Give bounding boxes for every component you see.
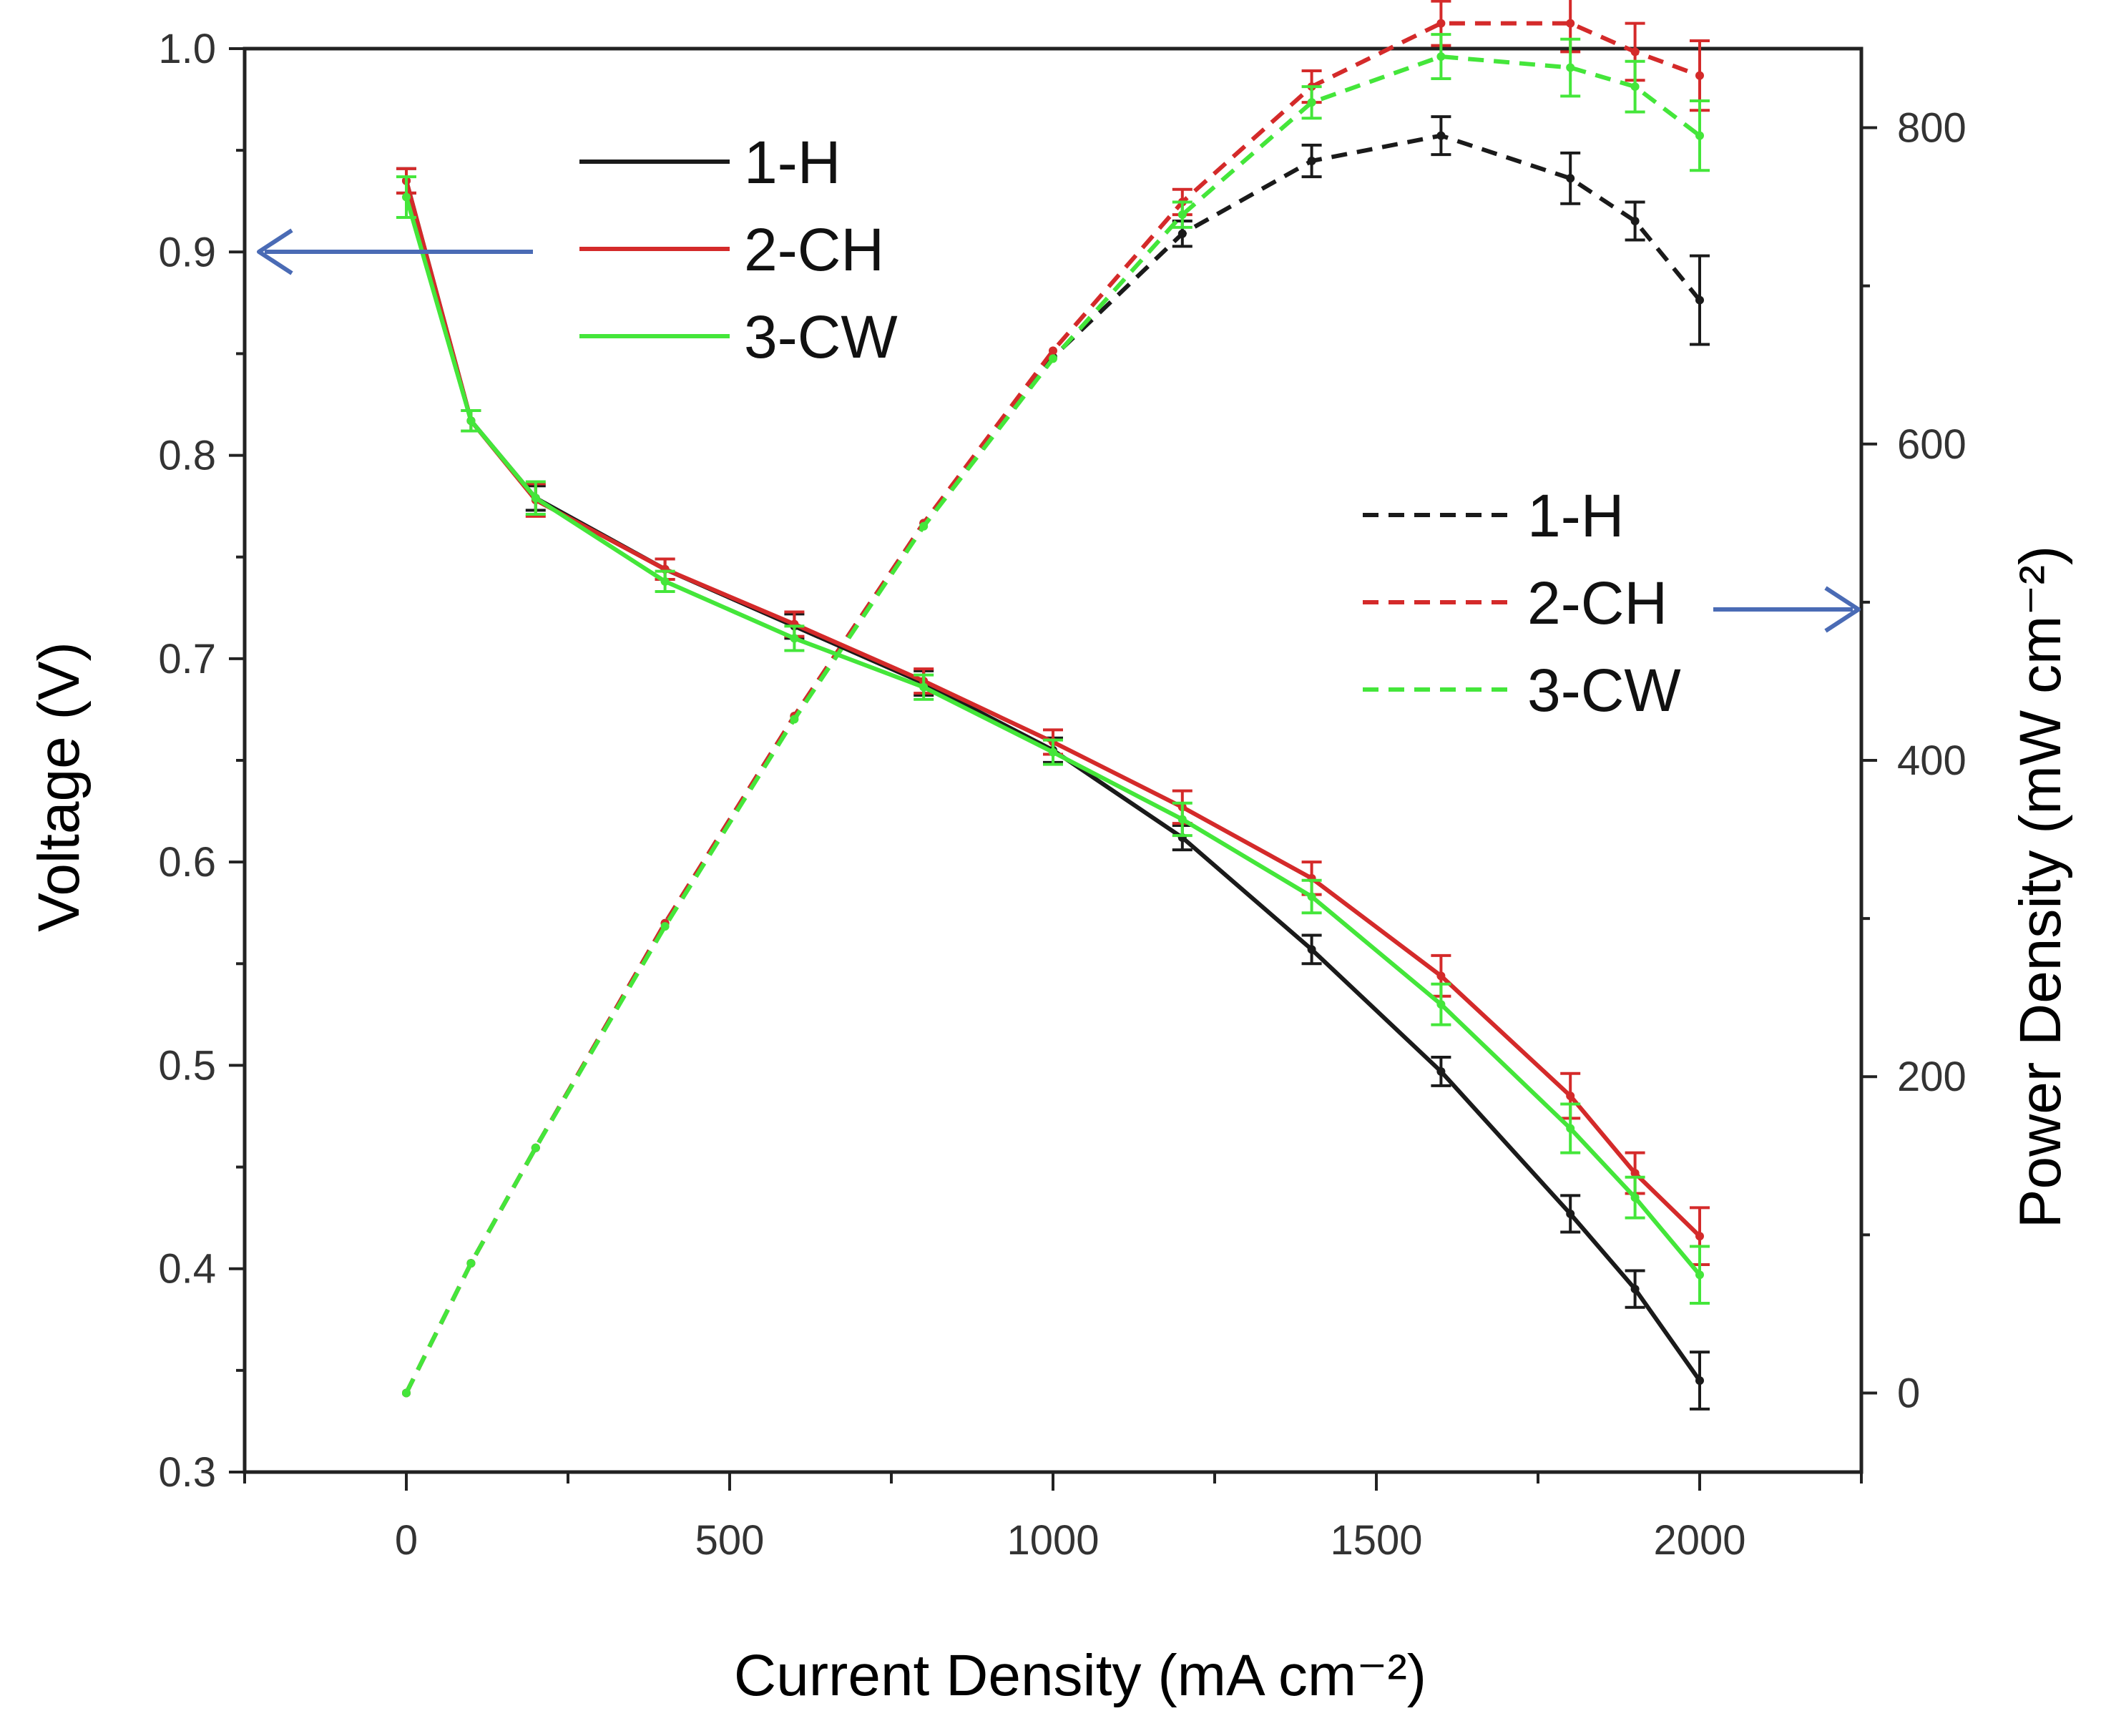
- data-point: [466, 1259, 476, 1268]
- y-left-tick-label: 0.5: [158, 1042, 216, 1089]
- x-tick-label: 0: [395, 1517, 418, 1564]
- voltage-axis: 0.3 0.4 0.5 0.6 0.7 0.8 0.9 1.0: [158, 26, 245, 1496]
- data-point: [1630, 47, 1640, 57]
- data-point: [1307, 98, 1316, 107]
- data-point: [1566, 19, 1575, 28]
- data-point: [1566, 1092, 1575, 1101]
- x-axis-title: Current Density (mA cm⁻²): [734, 1643, 1426, 1708]
- data-point: [1307, 945, 1316, 954]
- data-point: [1695, 1232, 1704, 1241]
- data-point: [790, 715, 799, 724]
- data-point: [1436, 52, 1446, 62]
- left-axis-arrowhead: [257, 228, 293, 275]
- data-point: [1177, 210, 1187, 220]
- series-2-ch-power: [402, 0, 1710, 1398]
- data-point: [466, 416, 476, 426]
- data-point: [1566, 174, 1575, 183]
- x-tick-label: 1000: [1007, 1517, 1099, 1564]
- y-right-tick-label: 800: [1897, 105, 1967, 152]
- data-point: [1630, 82, 1640, 92]
- right-axis-arrowhead: [1824, 586, 1861, 633]
- y-right-tick-label: 0: [1897, 1370, 1920, 1416]
- data-point: [1566, 1209, 1575, 1218]
- data-point: [919, 682, 929, 692]
- data-point: [1049, 346, 1057, 355]
- data-point: [1630, 1285, 1640, 1294]
- data-point: [1049, 747, 1057, 757]
- data-point: [1307, 156, 1316, 165]
- data-point: [402, 1388, 411, 1398]
- x-axis: 0 500 1000 1500 2000: [243, 1472, 1863, 1564]
- data-point: [1049, 354, 1057, 363]
- y-left-tick-label: 0.3: [158, 1449, 216, 1496]
- data-point: [1630, 1193, 1640, 1202]
- y-left-tick-label: 0.8: [158, 433, 216, 479]
- axis-arrows: [257, 228, 1861, 633]
- data-point: [1566, 1124, 1575, 1133]
- series-line: [404, 21, 1701, 1394]
- data-point: [1177, 815, 1187, 824]
- y-left-tick-label: 0.4: [158, 1246, 216, 1293]
- y-right-tick-label: 200: [1897, 1054, 1967, 1100]
- data-point: [790, 634, 799, 643]
- legend-label: 1-H: [1527, 482, 1624, 549]
- series-3-cw-power: [402, 33, 1710, 1398]
- x-tick-label: 2000: [1653, 1517, 1745, 1564]
- data-point: [1177, 229, 1187, 238]
- data-point: [1436, 19, 1446, 28]
- data-point: [1695, 1376, 1704, 1386]
- data-point: [402, 192, 411, 202]
- series-layer: [396, 0, 1710, 1411]
- series-line: [404, 180, 1702, 1238]
- y-left-tick-label: 1.0: [158, 26, 216, 72]
- series-3-cw-voltage: [396, 175, 1710, 1305]
- data-point: [1630, 1169, 1640, 1178]
- series-line: [404, 54, 1701, 1394]
- data-point: [1695, 1270, 1704, 1280]
- data-point: [1436, 131, 1446, 140]
- legend-label: 2-CH: [744, 216, 884, 283]
- legend-label: 3-CW: [744, 303, 898, 371]
- series-2-ch-voltage: [396, 167, 1710, 1267]
- x-tick-label: 500: [695, 1517, 765, 1564]
- data-point: [531, 494, 540, 503]
- data-point: [1436, 1066, 1446, 1076]
- data-point: [1566, 63, 1575, 72]
- legend-power-density: 1-H 2-CH 3-CW: [1363, 482, 1681, 724]
- data-point: [660, 922, 670, 931]
- y-right-tick-label: 400: [1897, 737, 1967, 784]
- legend-label: 3-CW: [1527, 657, 1681, 724]
- series-1-h-power: [402, 115, 1710, 1398]
- legend-label: 2-CH: [1527, 569, 1667, 637]
- y-left-tick-label: 0.9: [158, 229, 216, 275]
- x-tick-label: 1500: [1330, 1517, 1422, 1564]
- data-point: [1436, 971, 1446, 981]
- power-density-axis: 0 200 400 600 800: [1861, 105, 1967, 1416]
- legend-voltage: 1-H 2-CH 3-CW: [579, 129, 898, 371]
- data-point: [531, 1143, 540, 1152]
- y-right-tick-label: 600: [1897, 421, 1967, 468]
- right-axis-title: Power Density (mW cm⁻²): [2008, 546, 2073, 1228]
- data-point: [1695, 131, 1704, 140]
- left-axis-title: Voltage (V): [26, 642, 92, 932]
- data-point: [1307, 892, 1316, 901]
- data-point: [1630, 217, 1640, 226]
- data-point: [1695, 295, 1704, 305]
- data-point: [1436, 1000, 1446, 1009]
- data-point: [919, 521, 929, 531]
- legend-label: 1-H: [744, 129, 841, 196]
- y-left-tick-label: 0.6: [158, 839, 216, 886]
- y-left-tick-label: 0.7: [158, 636, 216, 682]
- data-point: [660, 577, 670, 586]
- data-point: [1695, 71, 1704, 80]
